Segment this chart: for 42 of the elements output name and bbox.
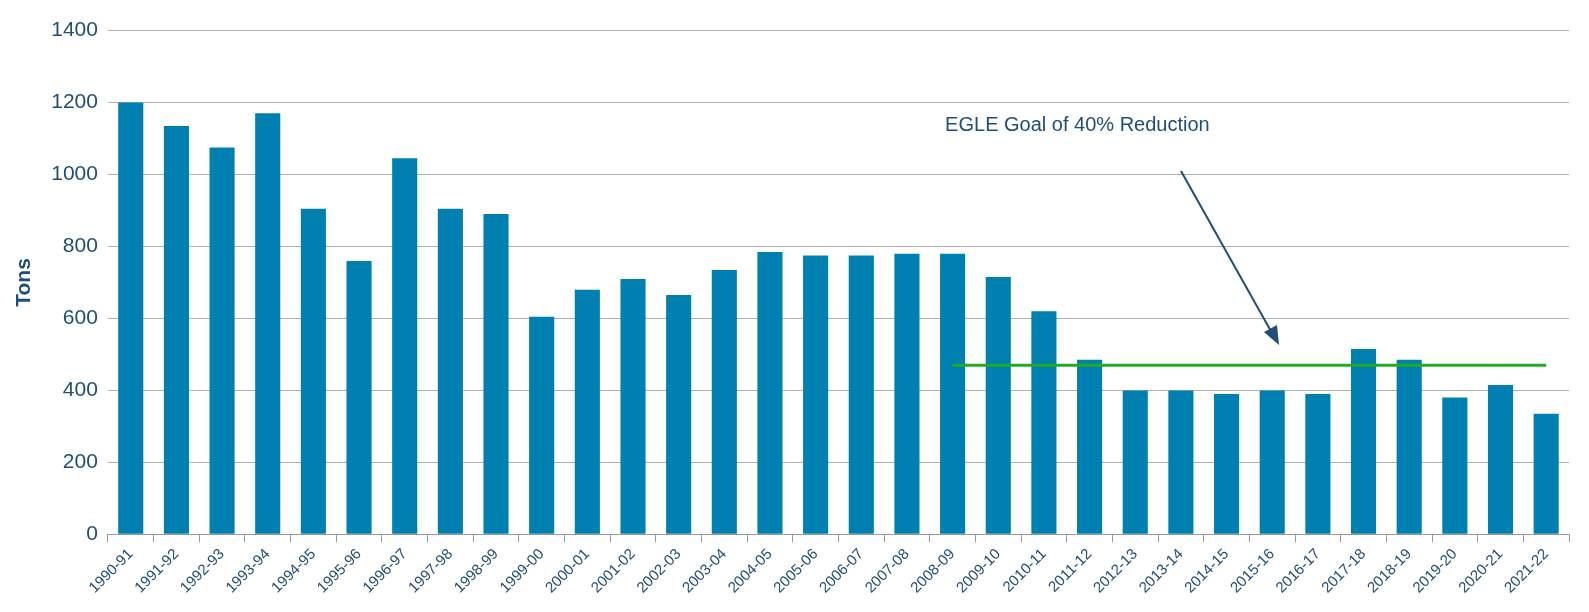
bar [894, 253, 920, 534]
bar [1031, 311, 1057, 534]
bar [940, 253, 966, 534]
bar [529, 316, 555, 534]
bar [1168, 390, 1194, 534]
bar [1259, 390, 1285, 534]
bar [483, 214, 509, 534]
bar [392, 158, 418, 534]
bar [1487, 385, 1514, 534]
bar [1396, 359, 1422, 534]
y-tick-label: 800 [62, 233, 98, 257]
y-tick-label: 1400 [51, 17, 98, 41]
bar [666, 295, 692, 534]
bar [803, 255, 829, 534]
bar [300, 208, 326, 534]
bar [346, 260, 372, 534]
annotation: EGLE Goal of 40% Reduction [945, 113, 1210, 136]
bar [620, 278, 646, 534]
bar [209, 147, 235, 534]
bar [1214, 394, 1240, 534]
bar [437, 208, 463, 534]
bar [1350, 349, 1377, 534]
bar [848, 255, 874, 534]
y-axis-title: Tons [11, 258, 35, 307]
bar [1077, 359, 1103, 534]
bar [711, 269, 737, 534]
bar [757, 251, 783, 534]
bar [1122, 390, 1148, 534]
y-tick-label: 0 [86, 521, 98, 545]
bar [985, 277, 1011, 534]
y-tick-label: 400 [62, 377, 98, 401]
bar [1442, 397, 1468, 534]
bar [1533, 413, 1559, 534]
y-tick-label: 600 [62, 305, 98, 329]
y-tick-label: 1200 [51, 89, 98, 113]
bar [1305, 394, 1331, 534]
bar [574, 289, 600, 534]
bar [255, 113, 281, 534]
y-tick-label: 1000 [51, 161, 98, 185]
bar [118, 102, 144, 534]
bar [163, 125, 189, 534]
y-tick-label: 200 [62, 449, 98, 473]
